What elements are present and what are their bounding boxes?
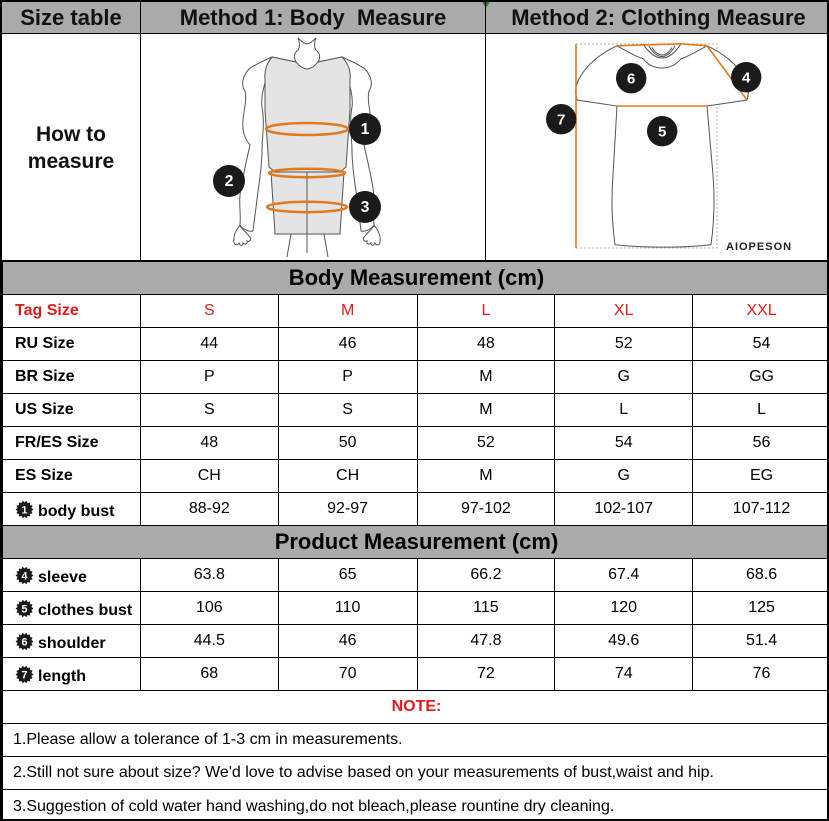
svg-text:1: 1: [361, 121, 370, 138]
svg-text:4: 4: [22, 571, 28, 583]
svg-text:6: 6: [22, 637, 28, 649]
svg-text:5: 5: [22, 604, 28, 616]
svg-text:7: 7: [557, 111, 565, 128]
svg-text:1: 1: [22, 505, 28, 517]
svg-text:3: 3: [361, 199, 370, 216]
svg-text:AIOPESON: AIOPESON: [726, 241, 792, 253]
svg-text:4: 4: [742, 69, 751, 86]
svg-text:6: 6: [627, 70, 635, 87]
svg-text:2: 2: [225, 173, 234, 190]
svg-text:7: 7: [22, 670, 28, 682]
svg-text:5: 5: [658, 123, 666, 140]
